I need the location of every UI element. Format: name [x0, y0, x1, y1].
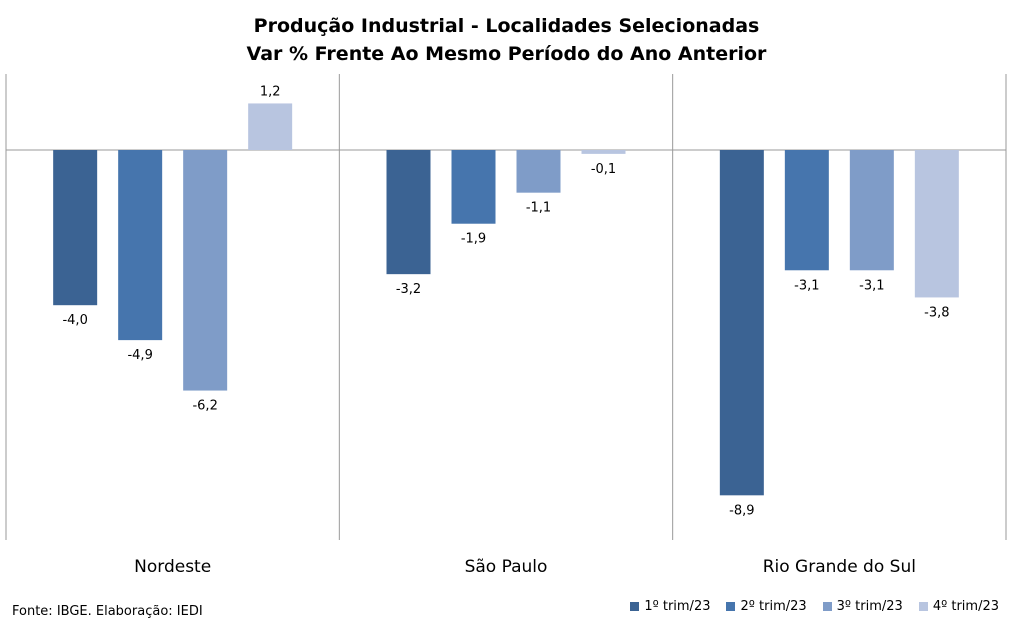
legend-swatch — [630, 602, 640, 611]
data-label: -3,8 — [924, 305, 949, 320]
data-label: -3,1 — [794, 278, 819, 293]
bar — [581, 150, 626, 154]
legend-label: 3º trim/23 — [836, 599, 903, 614]
data-label: 1,2 — [260, 84, 281, 99]
data-label: -6,2 — [192, 399, 217, 414]
bar — [248, 103, 293, 150]
bar — [183, 150, 228, 391]
data-label: -1,9 — [461, 232, 486, 247]
bar — [516, 150, 561, 193]
legend-item: 3º trim/23 — [822, 599, 903, 614]
data-label: -1,1 — [526, 201, 551, 216]
data-label: -3,2 — [396, 282, 421, 297]
legend-swatch — [822, 602, 832, 611]
data-label: -0,1 — [591, 162, 616, 177]
bar — [386, 150, 431, 275]
source-note: Fonte: IBGE. Elaboração: IEDI — [12, 604, 203, 619]
legend-label: 1º trim/23 — [644, 599, 711, 614]
data-label: -3,1 — [859, 278, 884, 293]
bar — [849, 150, 894, 271]
bar — [451, 150, 496, 224]
chart-title-block: Produção Industrial - Localidades Seleci… — [0, 12, 1013, 68]
chart-title: Produção Industrial - Localidades Seleci… — [253, 15, 760, 37]
legend-item: 1º trim/23 — [630, 599, 710, 614]
bar — [784, 150, 829, 271]
legend-item: 2º trim/23 — [726, 599, 807, 614]
legend-swatch — [726, 602, 736, 611]
bar — [719, 150, 764, 496]
category-label: São Paulo — [465, 557, 548, 577]
data-label: -8,9 — [729, 503, 754, 518]
category-label: Rio Grande do Sul — [763, 557, 916, 577]
legend: 1º trim/23 2º trim/23 3º trim/23 4º trim/23 — [630, 599, 999, 614]
data-label: -4,0 — [62, 313, 87, 328]
legend-label: 4º trim/23 — [932, 599, 999, 614]
legend-label: 2º trim/23 — [740, 599, 807, 614]
bar — [118, 150, 163, 341]
legend-item: 4º trim/23 — [918, 599, 999, 614]
legend-swatch — [918, 602, 928, 611]
bar — [914, 150, 959, 298]
bar — [53, 150, 98, 306]
chart-subtitle: Var % Frente Ao Mesmo Período do Ano Ant… — [246, 43, 767, 65]
category-label: Nordeste — [134, 557, 211, 577]
data-label: -4,9 — [127, 348, 152, 363]
